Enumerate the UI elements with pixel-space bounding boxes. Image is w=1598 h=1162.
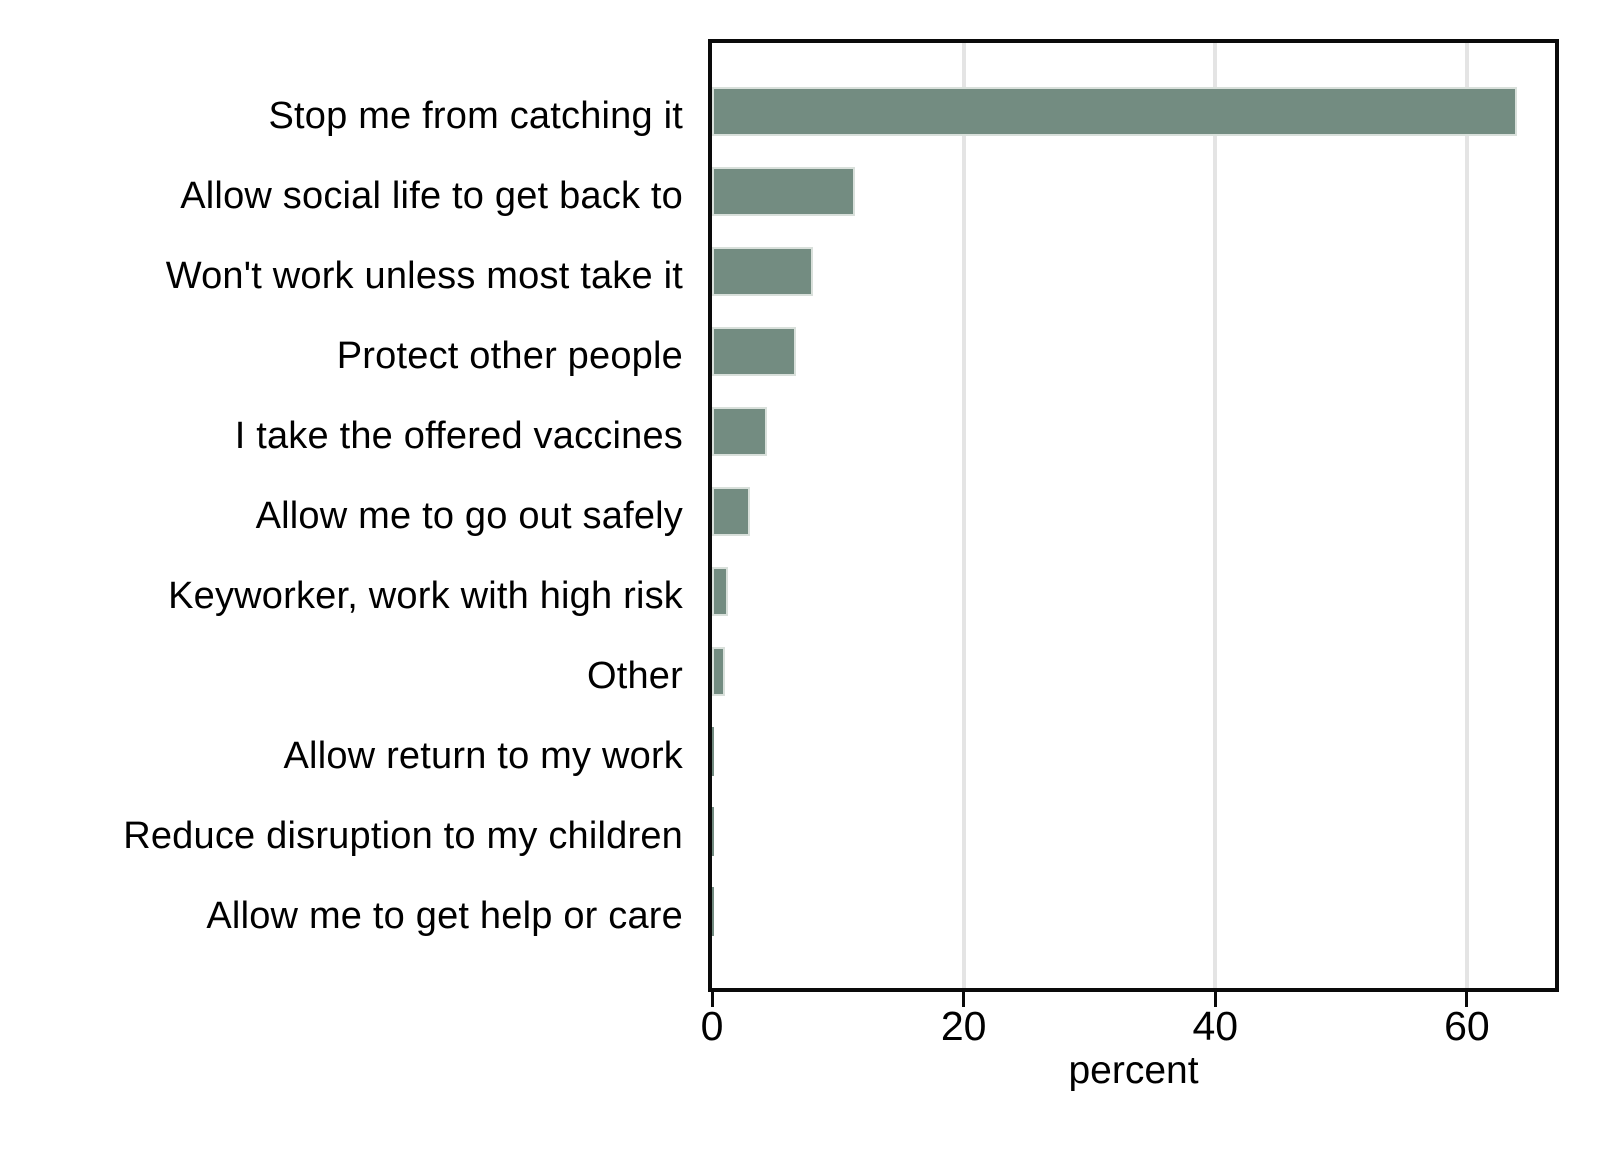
gridline-60 xyxy=(1464,43,1469,988)
category-label: Protect other people xyxy=(336,334,683,377)
bar xyxy=(712,487,750,536)
bar xyxy=(712,247,813,296)
x-tick-mark-40 xyxy=(1213,992,1217,1007)
category-label: Won't work unless most take it xyxy=(165,254,683,297)
x-axis-title: percent xyxy=(1068,1049,1199,1092)
bar xyxy=(712,87,1518,136)
category-label: Reduce disruption to my children xyxy=(123,814,683,857)
bar xyxy=(712,887,714,936)
category-axis: Stop me from catching it Allow social lif… xyxy=(0,43,683,988)
gridline-40 xyxy=(1213,43,1218,988)
x-tick-mark-0 xyxy=(710,992,714,1007)
category-label: I take the offered vaccines xyxy=(234,414,683,457)
category-label: Allow me to get help or care xyxy=(206,894,683,937)
bar xyxy=(712,807,714,856)
x-tick-label-20: 20 xyxy=(940,1003,987,1049)
gridline-20 xyxy=(961,43,966,988)
x-tick-mark-20 xyxy=(962,992,966,1007)
category-label: Allow social life to get back to xyxy=(180,174,683,217)
x-tick-label-0: 0 xyxy=(700,1003,724,1049)
category-label: Keyworker, work with high risk xyxy=(168,574,683,617)
bar xyxy=(712,167,856,216)
category-label: Allow me to go out safely xyxy=(255,494,683,537)
bar xyxy=(712,727,714,776)
plot-area xyxy=(708,39,1559,992)
x-tick-label-60: 60 xyxy=(1444,1003,1490,1049)
bar xyxy=(712,407,768,456)
x-tick-label-40: 40 xyxy=(1192,1003,1239,1049)
category-label: Stop me from catching it xyxy=(268,94,683,137)
bar xyxy=(712,647,725,696)
bar xyxy=(712,327,797,376)
x-tick-mark-60 xyxy=(1465,992,1469,1007)
bar xyxy=(712,567,729,616)
category-label: Allow return to my work xyxy=(283,734,683,777)
category-label: Other xyxy=(586,654,683,697)
